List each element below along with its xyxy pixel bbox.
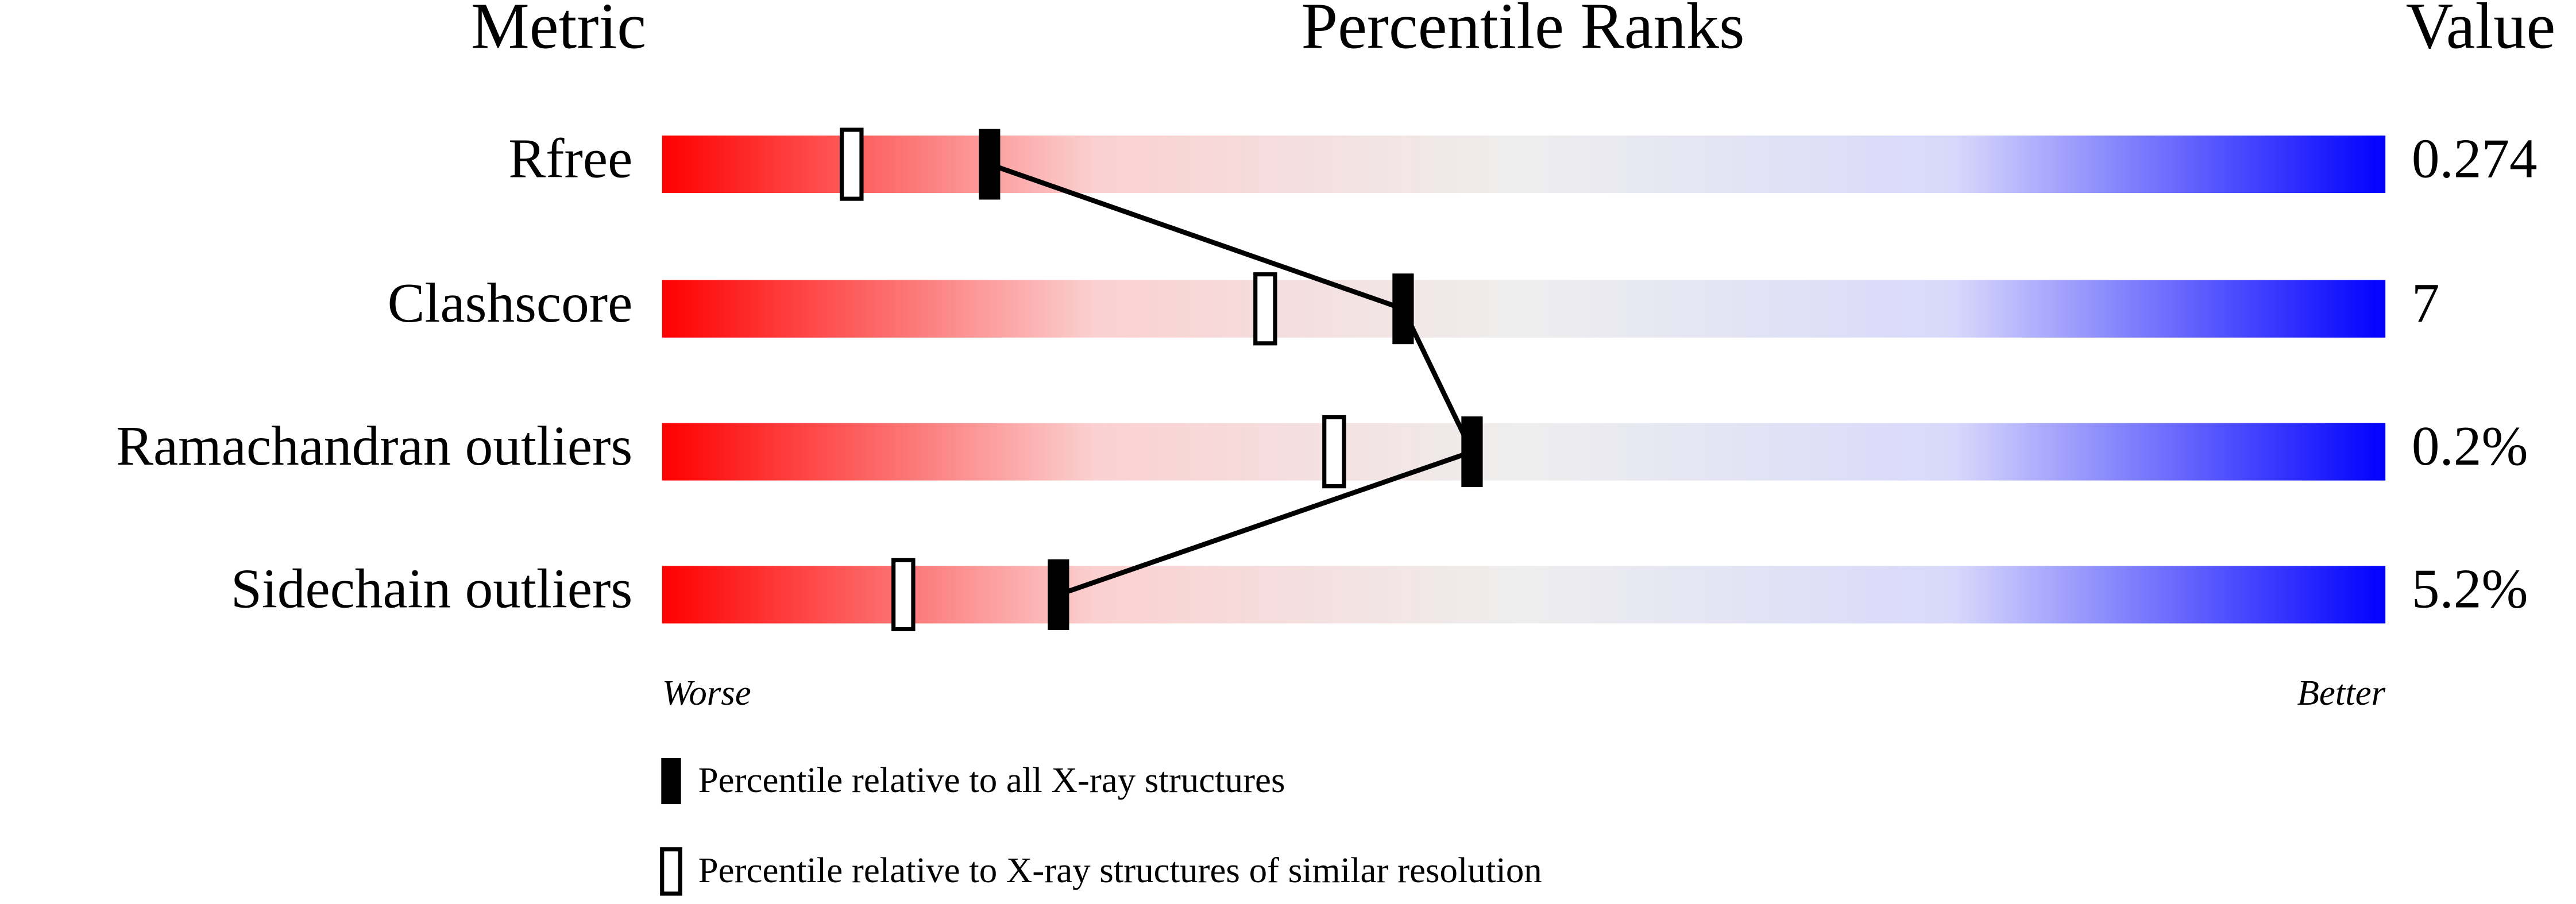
- legend-swatch: [661, 758, 681, 805]
- percentile-marker: [979, 129, 1001, 200]
- percentile-marker: [1461, 416, 1483, 488]
- axis-label: Better: [2297, 673, 2385, 713]
- column-header: Value: [2406, 0, 2556, 62]
- connector-line: [988, 161, 1476, 597]
- legend-swatch: [660, 847, 682, 896]
- percentile-marker: [840, 128, 864, 201]
- percentile-marker: [1048, 559, 1069, 630]
- metric-value: 0.2%: [2412, 415, 2528, 477]
- column-header: Percentile Ranks: [1301, 0, 1745, 62]
- legend-label: Percentile relative to X-ray structures …: [698, 850, 1542, 890]
- legend-label: Percentile relative to all X-ray structu…: [698, 760, 1285, 800]
- metric-value: 0.274: [2412, 128, 2538, 190]
- axis-label: Worse: [662, 673, 751, 713]
- metric-label: Sidechain outliers: [231, 558, 632, 620]
- metric-value: 5.2%: [2412, 558, 2528, 620]
- metric-label: Clashscore: [388, 272, 633, 334]
- column-header: Metric: [471, 0, 646, 62]
- percentile-scale: [662, 280, 2386, 338]
- percentile-marker: [1392, 273, 1414, 345]
- percentile-marker: [1322, 415, 1346, 489]
- percentile-scale: [662, 135, 2386, 194]
- percentile-scale: [662, 566, 2386, 624]
- percentile-marker: [891, 558, 916, 632]
- metric-value: 7: [2412, 272, 2440, 334]
- percentile-scale: [662, 423, 2386, 481]
- percentile-marker: [1253, 272, 1277, 346]
- metric-label: Ramachandran outliers: [116, 415, 632, 477]
- metric-label: Rfree: [508, 128, 632, 190]
